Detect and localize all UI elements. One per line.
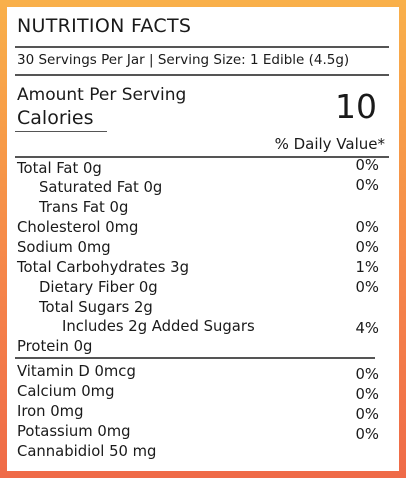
mineral-iron: Iron 0mg (17, 403, 84, 420)
daily-value-header: % Daily Value* (274, 135, 385, 153)
nutrient-protein: Protein 0g (17, 338, 93, 355)
serving-info: 30 Servings Per Jar | Serving Size: 1 Ed… (17, 52, 350, 68)
nutrient-dietary-fiber: Dietary Fiber 0g (39, 279, 158, 296)
title-divider (15, 46, 389, 48)
calories-label: Calories (17, 107, 94, 129)
minerals-divider (15, 357, 375, 359)
nutrient-added-sugars-dv: 4% (355, 320, 379, 337)
nutrition-label-panel: NUTRITION FACTS 30 Servings Per Jar | Se… (7, 7, 399, 471)
mineral-iron-dv: 0% (355, 406, 379, 423)
nutrient-cholesterol-dv: 0% (355, 219, 379, 236)
mineral-vitamin-d: Vitamin D 0mcg (17, 363, 136, 380)
nutrient-saturated-fat: Saturated Fat 0g (39, 179, 163, 196)
serving-divider (15, 74, 389, 76)
calories-underline (15, 131, 107, 133)
mineral-vitamin-d-dv: 0% (355, 366, 379, 383)
nutrient-cholesterol: Cholesterol 0mg (17, 219, 139, 236)
nutrient-total-fat-dv: 0% (355, 157, 379, 174)
calories-value: 10 (335, 87, 377, 126)
nutrient-total-carbohydrates: Total Carbohydrates 3g (17, 259, 189, 276)
amount-per-serving-label: Amount Per Serving (17, 85, 187, 105)
nutrient-total-carbohydrates-dv: 1% (355, 259, 379, 276)
label-title: NUTRITION FACTS (17, 15, 192, 37)
nutrient-saturated-fat-dv: 0% (355, 177, 379, 194)
nutrient-total-sugars: Total Sugars 2g (39, 299, 153, 316)
nutrient-dietary-fiber-dv: 0% (355, 279, 379, 296)
mineral-potassium: Potassium 0mg (17, 423, 131, 440)
cannabidiol-content: Cannabidiol 50 mg (17, 443, 157, 460)
daily-value-divider (15, 156, 389, 158)
nutrient-sodium: Sodium 0mg (17, 239, 111, 256)
nutrient-sodium-dv: 0% (355, 239, 379, 256)
nutrient-added-sugars: Includes 2g Added Sugars (62, 318, 255, 335)
mineral-calcium-dv: 0% (355, 386, 379, 403)
mineral-potassium-dv: 0% (355, 426, 379, 443)
nutrient-total-fat: Total Fat 0g (17, 160, 102, 177)
nutrient-trans-fat: Trans Fat 0g (39, 199, 129, 216)
mineral-calcium: Calcium 0mg (17, 383, 115, 400)
